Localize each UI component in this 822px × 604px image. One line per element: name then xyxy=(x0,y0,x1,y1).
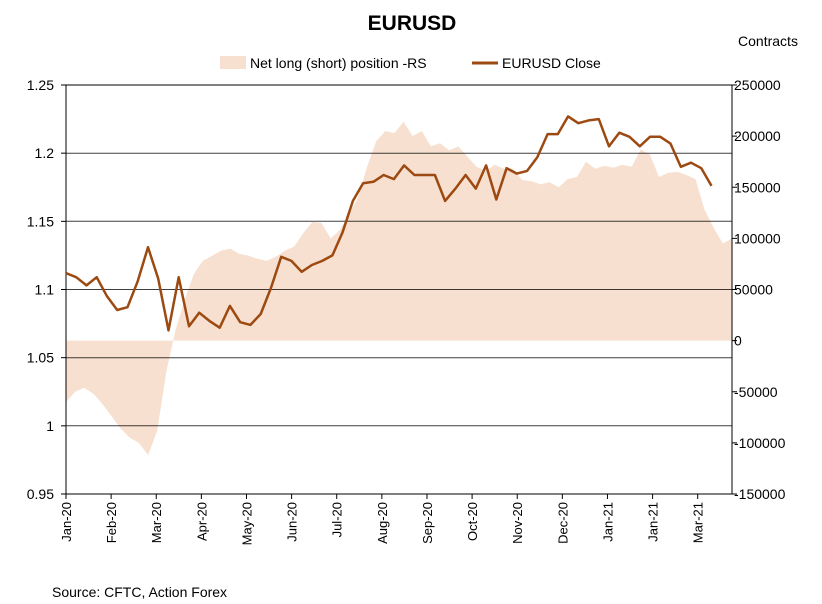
left-tick-label: 1 xyxy=(46,418,54,434)
right-tick-label: 0 xyxy=(734,333,742,349)
right-axis-ticks: 250000 200000 150000 100000 50000 0 -50000 -100… xyxy=(732,77,786,502)
x-tick-label: May-20 xyxy=(240,502,255,545)
right-tick-label: 250000 xyxy=(734,77,781,93)
x-tick-label: Apr-20 xyxy=(194,502,209,541)
x-tick-label: Dec-20 xyxy=(555,502,570,544)
source-note: Source: CFTC, Action Forex xyxy=(52,584,228,600)
x-tick-label: Aug-20 xyxy=(375,502,390,544)
x-tick-label: Mar-21 xyxy=(691,502,706,543)
left-tick-label: 0.95 xyxy=(27,486,54,502)
x-tick-label: Mar-20 xyxy=(149,502,164,543)
left-tick-label: 1.05 xyxy=(27,350,54,366)
right-tick-label: 200000 xyxy=(734,128,781,144)
x-tick-label: Jan-21 xyxy=(601,502,616,542)
right-tick-label: -100000 xyxy=(734,435,786,451)
right-tick-label: -150000 xyxy=(734,486,786,502)
gridlines xyxy=(66,152,732,427)
x-tick-label: Jan-20 xyxy=(59,502,74,542)
x-axis-ticks: Jan-20 Feb-20 Mar-20 Apr-20 May-20 Jun-20 Jul-… xyxy=(59,494,706,545)
right-tick-label: 50000 xyxy=(734,282,773,298)
left-tick-label: 1.1 xyxy=(35,282,55,298)
legend: Net long (short) position -RS EURUSD Clo… xyxy=(220,55,601,71)
legend-area-label: Net long (short) position -RS xyxy=(250,55,427,71)
x-tick-label: Jul-20 xyxy=(330,502,345,537)
left-axis-ticks: 0.95 1 1.05 1.1 1.15 1.2 1.25 xyxy=(27,77,66,502)
x-tick-label: Sep-20 xyxy=(420,502,435,544)
legend-line-label: EURUSD Close xyxy=(502,55,601,71)
chart-title: EURUSD xyxy=(368,12,457,35)
x-tick-label: Jun-20 xyxy=(285,502,300,542)
left-tick-label: 1.15 xyxy=(27,213,54,229)
right-tick-label: -50000 xyxy=(734,384,778,400)
x-tick-label: Nov-20 xyxy=(510,502,525,544)
legend-area-swatch xyxy=(220,56,246,69)
left-tick-label: 1.2 xyxy=(35,145,55,161)
eurusd-close-line xyxy=(65,115,713,332)
right-tick-label: 150000 xyxy=(734,179,781,195)
right-tick-label: 100000 xyxy=(734,230,781,246)
x-tick-label: Oct-20 xyxy=(465,502,480,541)
right-axis-title: Contracts xyxy=(738,33,798,49)
x-tick-label: Jan-21 xyxy=(646,502,661,542)
x-tick-label: Feb-20 xyxy=(104,502,119,543)
left-tick-label: 1.25 xyxy=(27,77,54,93)
net-long-position-area xyxy=(66,121,732,456)
